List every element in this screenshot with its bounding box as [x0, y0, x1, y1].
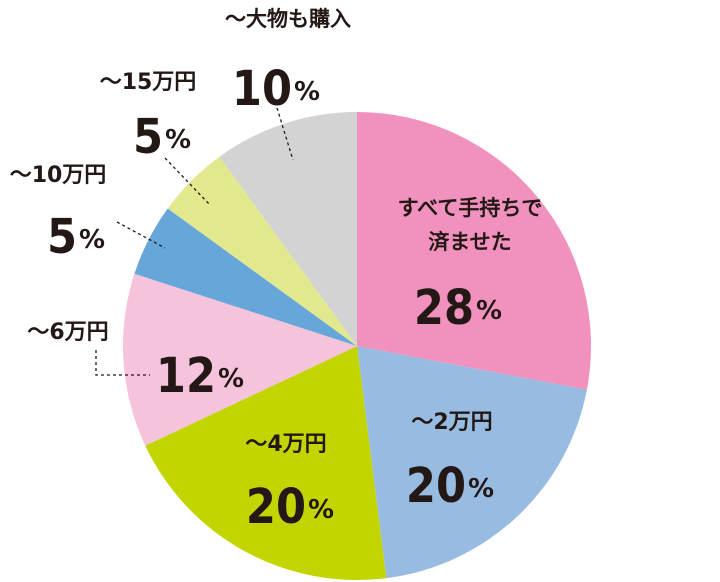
slice-value-1: 20%: [406, 458, 494, 514]
slice-value-6: 10%: [232, 61, 320, 117]
pie-slices: [122, 112, 592, 580]
slice-label-6-line-0: ～大物も購入: [225, 7, 351, 31]
pie-slice-5: [167, 156, 357, 346]
pie-slice-2: [145, 346, 387, 580]
slice-label-1-line-0: ～2万円: [411, 410, 492, 435]
pie-slice-0: [357, 112, 592, 390]
slice-value-3: 12%: [156, 348, 244, 404]
leader-lines: [95, 107, 294, 376]
leader-line-3: [95, 350, 150, 376]
pie-slice-1: [357, 346, 587, 579]
pie-slice-6: [219, 112, 357, 346]
pie-slice-3: [122, 273, 357, 446]
leader-line-5: [164, 157, 211, 206]
slice-label-2-line-0: ～4万円: [245, 432, 326, 457]
slice-label-0-line-0: すべて手持ちで: [398, 196, 543, 220]
slice-value-4: 5%: [47, 209, 105, 265]
slice-label-4-line-0: ～10万円: [10, 163, 107, 188]
slice-value-0: 28%: [414, 280, 502, 336]
slice-value-5: 5%: [133, 109, 191, 165]
slice-label-5-line-0: ～15万円: [100, 70, 197, 95]
slice-label-3-line-0: ～6万円: [27, 320, 108, 345]
slice-value-2: 20%: [246, 479, 334, 535]
slice-label-0-line-1: 済ませた: [428, 230, 511, 254]
pie-slice-4: [134, 208, 357, 346]
